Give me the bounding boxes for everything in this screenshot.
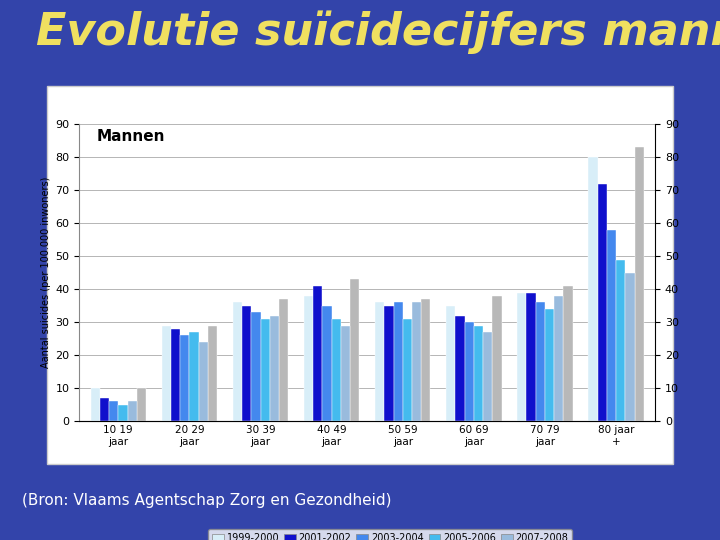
Bar (109, 401, 118, 421)
Bar (421, 299, 431, 421)
Bar (545, 309, 554, 421)
Bar (270, 315, 279, 421)
Bar (242, 306, 251, 421)
Bar (474, 326, 483, 421)
Bar (455, 315, 464, 421)
Bar (189, 332, 199, 421)
Bar (91, 388, 100, 421)
Bar (564, 286, 572, 421)
Bar (137, 388, 146, 421)
Bar (171, 329, 180, 421)
Text: (Bron: Vlaams Agentschap Zorg en Gezondheid): (Bron: Vlaams Agentschap Zorg en Gezondh… (22, 492, 391, 508)
Bar (162, 326, 171, 421)
Bar (483, 332, 492, 421)
Bar (536, 302, 545, 421)
Bar (279, 299, 288, 421)
Bar (598, 184, 607, 421)
Bar (607, 230, 616, 421)
Bar (251, 312, 261, 421)
Text: Evolutie suïcidecijfers mannen: Evolutie suïcidecijfers mannen (36, 10, 720, 54)
Bar (180, 335, 189, 421)
Bar (588, 157, 598, 421)
Bar (554, 296, 564, 421)
Bar (350, 279, 359, 421)
Bar (261, 319, 270, 421)
Bar (634, 147, 644, 421)
Bar (464, 322, 474, 421)
Bar (526, 293, 536, 421)
Y-axis label: Aantal suicides (per 100.000 inwoners): Aantal suicides (per 100.000 inwoners) (41, 177, 51, 368)
Bar (394, 302, 402, 421)
Bar (127, 401, 137, 421)
Bar (332, 319, 341, 421)
Bar (517, 293, 526, 421)
Bar (412, 302, 421, 421)
Bar (626, 273, 634, 421)
Bar (100, 398, 109, 421)
Bar (375, 302, 384, 421)
Bar (492, 296, 502, 421)
Bar (233, 302, 242, 421)
Bar (313, 286, 323, 421)
Bar (616, 260, 626, 421)
Bar (341, 326, 350, 421)
Bar (304, 296, 313, 421)
Bar (118, 404, 127, 421)
Bar (402, 319, 412, 421)
Bar (208, 326, 217, 421)
Bar (446, 306, 455, 421)
Text: Mannen: Mannen (96, 129, 165, 144)
Bar (384, 306, 394, 421)
Bar (199, 342, 208, 421)
Bar (323, 306, 332, 421)
